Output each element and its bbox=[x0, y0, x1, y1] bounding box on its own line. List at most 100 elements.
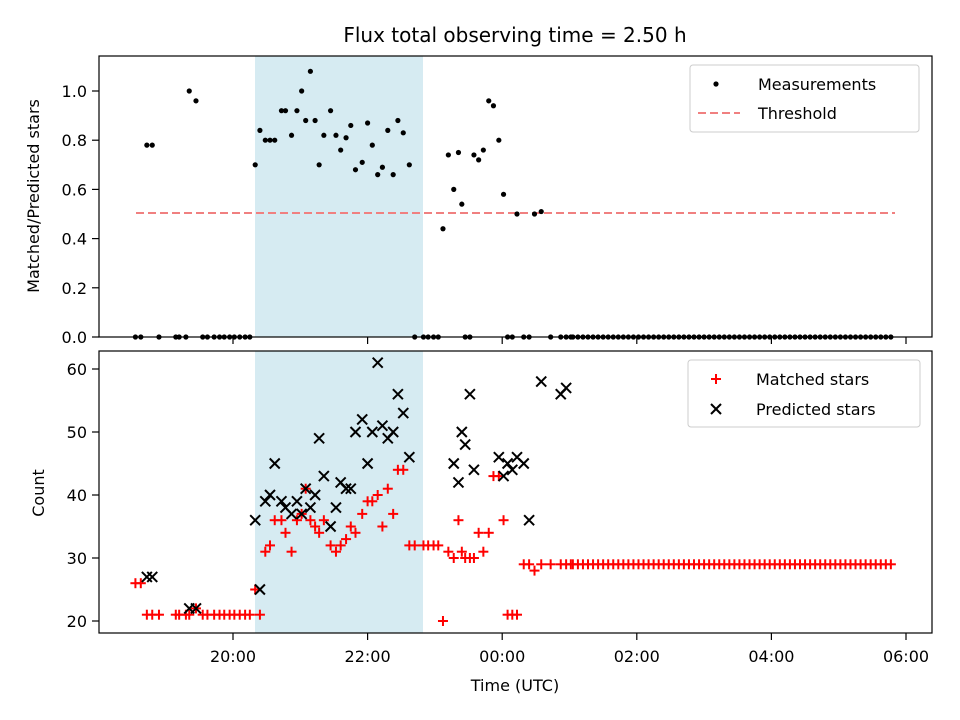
matched-star-point bbox=[529, 565, 540, 576]
matched-star-point bbox=[524, 559, 535, 570]
predicted-star-point bbox=[275, 495, 288, 508]
matched-star-point bbox=[357, 508, 368, 519]
measurement-point bbox=[343, 135, 349, 141]
y-tick-label: 0.8 bbox=[62, 131, 87, 150]
predicted-star-point bbox=[190, 602, 202, 615]
y-tick-label: 60 bbox=[67, 360, 87, 379]
predicted-star-point bbox=[448, 457, 460, 470]
matched-star-point bbox=[345, 521, 356, 532]
predicted-star-point bbox=[249, 514, 261, 526]
top-panel: 0.0 0.2 0.4 0.6 0.8 1.0 Matched/Predicted sta… bbox=[24, 55, 933, 347]
matched-star-point bbox=[536, 559, 547, 570]
y-tick-label: 1.0 bbox=[62, 82, 87, 101]
matched-star-point bbox=[335, 540, 346, 551]
predicted-star-point bbox=[361, 457, 374, 470]
top-legend-box bbox=[689, 64, 920, 133]
legend-matched-marker bbox=[711, 374, 721, 384]
measurement-point bbox=[282, 108, 289, 114]
measurement-point bbox=[352, 167, 359, 173]
measurement-point bbox=[303, 117, 309, 124]
predicted-star-point bbox=[456, 426, 468, 438]
measurement-point bbox=[451, 186, 457, 192]
legend-matched-label: Matched stars bbox=[756, 370, 869, 389]
measurement-point bbox=[149, 142, 155, 148]
measurement-point bbox=[406, 162, 412, 168]
matched-star-point bbox=[409, 540, 420, 551]
matched-star-point bbox=[318, 515, 329, 526]
measurement-point bbox=[375, 172, 381, 178]
measurement-point bbox=[267, 137, 273, 143]
predicted-star-point bbox=[459, 438, 471, 451]
matched-star-point bbox=[135, 578, 146, 589]
y-tick-label: 0.6 bbox=[62, 180, 87, 199]
predicted-star-point bbox=[269, 457, 281, 470]
y-tick-label: 0.0 bbox=[62, 328, 87, 347]
matched-star-point bbox=[291, 515, 302, 526]
x-tick-label: 04:00 bbox=[748, 647, 794, 666]
measurement-point bbox=[490, 103, 497, 109]
matched-star-point bbox=[456, 546, 467, 557]
x-tick-label: 20:00 bbox=[210, 647, 256, 666]
predicted-star-point bbox=[141, 571, 153, 583]
chart-title: Flux total observing time = 2.50 h bbox=[343, 23, 686, 47]
measurement-point bbox=[500, 191, 507, 197]
matched-star-point bbox=[453, 515, 464, 526]
measurement-point bbox=[257, 127, 263, 133]
predicted-star-point bbox=[318, 470, 330, 482]
measurement-point bbox=[278, 108, 285, 114]
y-tick-label: 0.2 bbox=[62, 279, 87, 298]
predicted-star-point bbox=[493, 451, 505, 463]
measurement-point bbox=[538, 208, 544, 215]
matched-star-point bbox=[433, 540, 444, 551]
matched-star-point bbox=[260, 546, 271, 557]
measurement-point bbox=[327, 108, 334, 114]
bottom-x-ticks: 20:00 22:00 00:00 02:00 04:00 06:00 bbox=[210, 633, 929, 666]
matched-star-point bbox=[512, 609, 523, 620]
measurement-point bbox=[400, 130, 406, 136]
measurement-point bbox=[445, 152, 451, 158]
measurement-point bbox=[359, 159, 365, 165]
matched-star-point bbox=[437, 616, 448, 626]
measurement-point bbox=[333, 132, 339, 138]
y-tick-label: 0.4 bbox=[62, 230, 87, 249]
measurement-point bbox=[262, 137, 268, 143]
measurement-point bbox=[299, 88, 305, 94]
predicted-star-point bbox=[397, 407, 409, 419]
bottom-y-ticks: 20 30 40 50 60 bbox=[67, 360, 99, 631]
predicted-star-point bbox=[345, 482, 357, 495]
bottom-y-axis-label: Count bbox=[29, 469, 48, 517]
measurement-point bbox=[365, 120, 371, 126]
measurement-point bbox=[395, 117, 401, 124]
matched-star-point bbox=[388, 508, 399, 519]
predicted-star-point bbox=[518, 457, 530, 470]
measurement-point bbox=[288, 132, 295, 138]
predicted-star-point bbox=[146, 571, 158, 583]
predicted-star-point bbox=[523, 514, 535, 526]
matched-star-point bbox=[885, 559, 896, 570]
matched-star-point bbox=[478, 546, 489, 557]
predicted-star-point bbox=[535, 375, 547, 388]
matched-star-point bbox=[498, 515, 509, 526]
matched-star-point bbox=[310, 521, 321, 532]
measurement-point bbox=[440, 226, 446, 232]
matched-star-point bbox=[443, 546, 454, 557]
legend-threshold-label: Threshold bbox=[757, 104, 837, 123]
predicted-star-point bbox=[464, 388, 476, 400]
matched-star-point bbox=[350, 527, 361, 538]
legend-predicted-label: Predicted stars bbox=[756, 400, 876, 419]
predicted-star-point bbox=[387, 426, 399, 438]
measurement-point bbox=[476, 157, 482, 163]
measurement-point bbox=[294, 108, 300, 114]
measurement-point bbox=[348, 122, 354, 129]
measurement-point bbox=[531, 211, 538, 217]
predicted-star-point bbox=[259, 495, 272, 508]
matched-star-point bbox=[377, 521, 388, 532]
predicted-star-point bbox=[366, 426, 379, 438]
matched-star-point bbox=[382, 483, 393, 494]
matched-star-point bbox=[483, 527, 494, 538]
bottom-legend: Matched stars Predicted stars bbox=[687, 359, 921, 428]
matched-star-point bbox=[305, 515, 316, 526]
measurement-point bbox=[496, 137, 502, 143]
predicted-star-point bbox=[452, 476, 465, 489]
y-tick-label: 50 bbox=[67, 423, 87, 442]
